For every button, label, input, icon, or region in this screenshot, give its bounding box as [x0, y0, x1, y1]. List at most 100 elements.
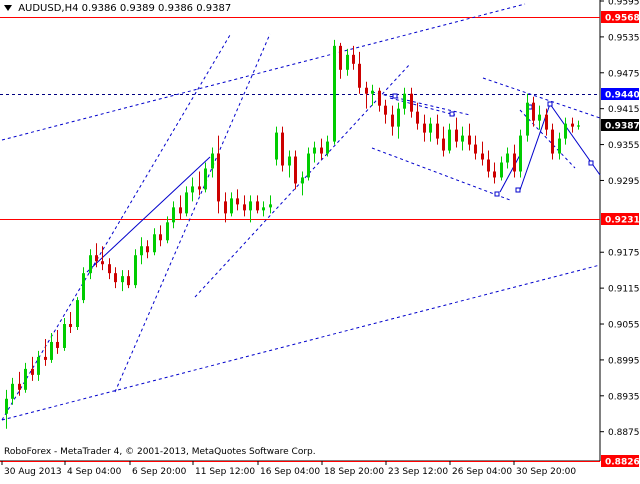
candle-55	[358, 51, 361, 94]
price-tick-label: 0.9115	[608, 285, 640, 295]
candle-body	[82, 273, 85, 301]
price-tick-label: 0.9535	[608, 33, 640, 43]
candle-body	[146, 246, 149, 253]
candle-36	[236, 189, 239, 211]
candle-87	[564, 117, 567, 145]
candle-60	[391, 105, 394, 136]
trend-lines	[1, 3, 601, 421]
candle-52	[339, 42, 342, 79]
candle-body	[236, 198, 239, 205]
candle-61	[397, 102, 400, 139]
candle-body	[211, 153, 214, 169]
candle-body	[121, 276, 124, 283]
candle-82	[532, 96, 535, 127]
candle-body	[179, 207, 182, 214]
candle-65	[423, 114, 426, 142]
trend-line-dashed-8	[389, 97, 456, 116]
candle-body	[538, 114, 541, 121]
candle-14	[95, 243, 98, 268]
candle-66	[429, 117, 432, 142]
candle-body	[31, 368, 34, 375]
pattern-point-4	[588, 160, 594, 166]
price-tag-0.9231: 0.9231	[601, 213, 640, 226]
price-tag-box	[601, 11, 639, 23]
candle-39	[256, 195, 259, 214]
candle-body	[352, 54, 355, 64]
candle-body	[346, 54, 349, 70]
candle-64	[416, 102, 419, 130]
candle-83	[538, 105, 541, 130]
candle-body	[313, 147, 316, 154]
dropdown-triangle-icon	[4, 5, 12, 11]
trend-line-solid-0	[86, 156, 211, 273]
price-tag-box	[601, 213, 639, 225]
candle-26	[172, 201, 175, 229]
price-tag-box	[601, 88, 639, 100]
candle-body	[526, 102, 529, 136]
candle-85	[551, 123, 554, 160]
candle-22	[146, 240, 149, 259]
candle-body	[262, 207, 265, 211]
price-tag-label: 0.9387	[605, 122, 640, 132]
candle-59	[384, 99, 387, 124]
candle-15	[101, 246, 104, 271]
time-tick-label: 30 Aug 2013	[4, 467, 62, 477]
candle-body	[153, 234, 156, 253]
candle-body	[551, 129, 554, 154]
candle-4	[31, 356, 34, 381]
candle-77	[500, 156, 503, 181]
candle-62	[403, 87, 406, 115]
candle-53	[346, 48, 349, 76]
candle-54	[352, 45, 355, 70]
candle-89	[577, 120, 580, 130]
candle-body	[519, 135, 522, 172]
candle-body	[333, 45, 336, 142]
price-tag-label: 0.9231	[605, 216, 640, 226]
close-value: 0.9387	[196, 3, 232, 14]
pattern-point-6	[392, 93, 398, 99]
candle-body	[378, 90, 381, 106]
candle-19	[127, 270, 130, 289]
candle-body	[461, 135, 464, 142]
candle-body	[185, 192, 188, 214]
candle-body	[243, 204, 246, 211]
candle-body	[455, 129, 458, 142]
candle-10	[69, 312, 72, 333]
time-tick-label: 4 Sep 04:00	[67, 467, 122, 477]
candle-42	[275, 126, 278, 166]
candle-body	[545, 114, 548, 130]
candle-body	[365, 87, 368, 94]
pattern-point-0	[494, 191, 500, 197]
candle-24	[159, 225, 162, 247]
candle-body	[217, 153, 220, 202]
price-tick-label: 0.9295	[608, 177, 640, 187]
candle-body	[24, 368, 27, 390]
time-tick-label: 23 Sep 12:00	[388, 467, 448, 477]
candle-body	[56, 341, 59, 348]
price-axis: 0.9595 0.9535 0.9475 0.9415 0.9355 0.9295 0.91…	[600, 0, 640, 438]
candle-51	[333, 39, 336, 145]
candle-33	[217, 135, 220, 214]
candle-body	[95, 255, 98, 262]
candle-body	[89, 255, 92, 274]
candle-32	[211, 147, 214, 178]
price-tag-box	[601, 119, 639, 131]
candle-17	[114, 267, 117, 289]
candle-body	[127, 276, 130, 286]
candle-body	[249, 201, 252, 211]
candle-80	[519, 129, 522, 178]
candle-1	[11, 377, 14, 405]
candle-body	[5, 398, 8, 414]
high-value: 0.9389	[119, 3, 155, 14]
candle-body	[307, 153, 310, 178]
price-tick-label: 0.8875	[608, 428, 640, 438]
trend-line-dashed-9	[519, 109, 576, 169]
candle-68	[442, 126, 445, 157]
candle-29	[191, 177, 194, 202]
candle-20	[134, 249, 137, 289]
price-tick-label: 0.9055	[608, 321, 640, 331]
candle-body	[571, 123, 574, 127]
candle-45	[294, 150, 297, 190]
price-tick-label: 0.8935	[608, 392, 640, 402]
